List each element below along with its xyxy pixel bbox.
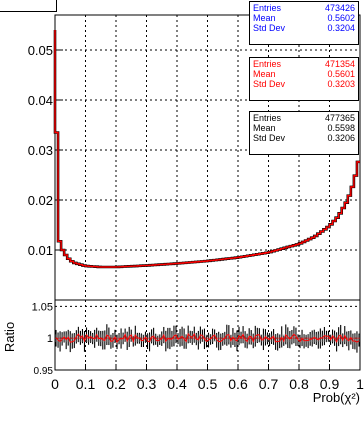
stats-box-red: Entries 471354 Mean 0.5601 Std Dev 0.320… bbox=[249, 57, 359, 101]
stats-entries-value: 471354 bbox=[324, 59, 355, 69]
stats-mean-label: Mean bbox=[253, 69, 276, 79]
stats-entries-label: Entries bbox=[253, 113, 282, 123]
stats-std-row: Std Dev 0.3204 bbox=[253, 23, 355, 33]
x-tick-label: 1 bbox=[356, 376, 364, 392]
y-tick-label: 0.03 bbox=[28, 143, 53, 158]
stats-mean-label: Mean bbox=[253, 123, 276, 133]
stats-std-label: Std Dev bbox=[253, 133, 286, 143]
y-tick-label: 1.05 bbox=[32, 301, 53, 313]
x-tick-label: 0.1 bbox=[76, 376, 96, 392]
stats-entries-label: Entries bbox=[253, 3, 282, 13]
ratio-red-line bbox=[55, 332, 360, 344]
x-tick-label: 0.4 bbox=[167, 376, 187, 392]
x-tick-label: 0.7 bbox=[259, 376, 279, 392]
stats-entries-label: Entries bbox=[253, 59, 282, 69]
y-axis-label: Ratio bbox=[2, 322, 17, 352]
x-tick-label: 0 bbox=[51, 376, 59, 392]
stats-mean-label: Mean bbox=[253, 13, 276, 23]
series-red-line bbox=[54, 30, 360, 268]
stats-mean-value: 0.5602 bbox=[327, 13, 355, 23]
x-tick-label: 0.5 bbox=[198, 376, 218, 392]
y-tick-label: 0.05 bbox=[28, 43, 53, 58]
main-plot: 0.01 0.02 0.03 0.04 0.05 bbox=[28, 14, 361, 301]
stats-mean-value: 0.5601 bbox=[327, 69, 355, 79]
stats-box-blue: Entries 473426 Mean 0.5602 Std Dev 0.320… bbox=[249, 1, 359, 45]
stats-std-label: Std Dev bbox=[253, 79, 286, 89]
stats-std-label: Std Dev bbox=[253, 23, 286, 33]
y-tick-label: 0.04 bbox=[28, 93, 53, 108]
stats-mean-row: Mean 0.5602 bbox=[253, 13, 355, 23]
stats-mean-row: Mean 0.5598 bbox=[253, 123, 355, 133]
stats-mean-value: 0.5598 bbox=[327, 123, 355, 133]
stats-std-row: Std Dev 0.3203 bbox=[253, 79, 355, 89]
x-tick-label: 0.6 bbox=[228, 376, 248, 392]
y-tick-label: 0.01 bbox=[28, 243, 53, 258]
x-tick-label: 0.8 bbox=[289, 376, 309, 392]
y-tick-label: 1 bbox=[47, 333, 53, 345]
stats-mean-row: Mean 0.5601 bbox=[253, 69, 355, 79]
stats-entries-value: 477365 bbox=[324, 113, 355, 123]
y-tick-label: 0.95 bbox=[34, 366, 54, 377]
stats-std-value: 0.3203 bbox=[327, 79, 355, 89]
stats-entries-row: Entries 477365 bbox=[253, 113, 355, 123]
x-axis-label: Prob(χ²) bbox=[313, 390, 360, 405]
stats-std-row: Std Dev 0.3206 bbox=[253, 133, 355, 143]
x-tick-label: 0.9 bbox=[320, 376, 340, 392]
stats-entries-value: 473426 bbox=[324, 3, 355, 13]
y-tick-label: 0.02 bbox=[28, 193, 53, 208]
stats-std-value: 0.3206 bbox=[327, 133, 355, 143]
x-tick-label: 0.2 bbox=[106, 376, 126, 392]
stats-std-value: 0.3204 bbox=[327, 23, 355, 33]
stats-entries-row: Entries 473426 bbox=[253, 3, 355, 13]
x-tick-label: 0.3 bbox=[137, 376, 157, 392]
title-tab bbox=[0, 0, 57, 12]
stats-entries-row: Entries 471354 bbox=[253, 59, 355, 69]
stats-box-black: Entries 477365 Mean 0.5598 Std Dev 0.320… bbox=[249, 111, 359, 155]
